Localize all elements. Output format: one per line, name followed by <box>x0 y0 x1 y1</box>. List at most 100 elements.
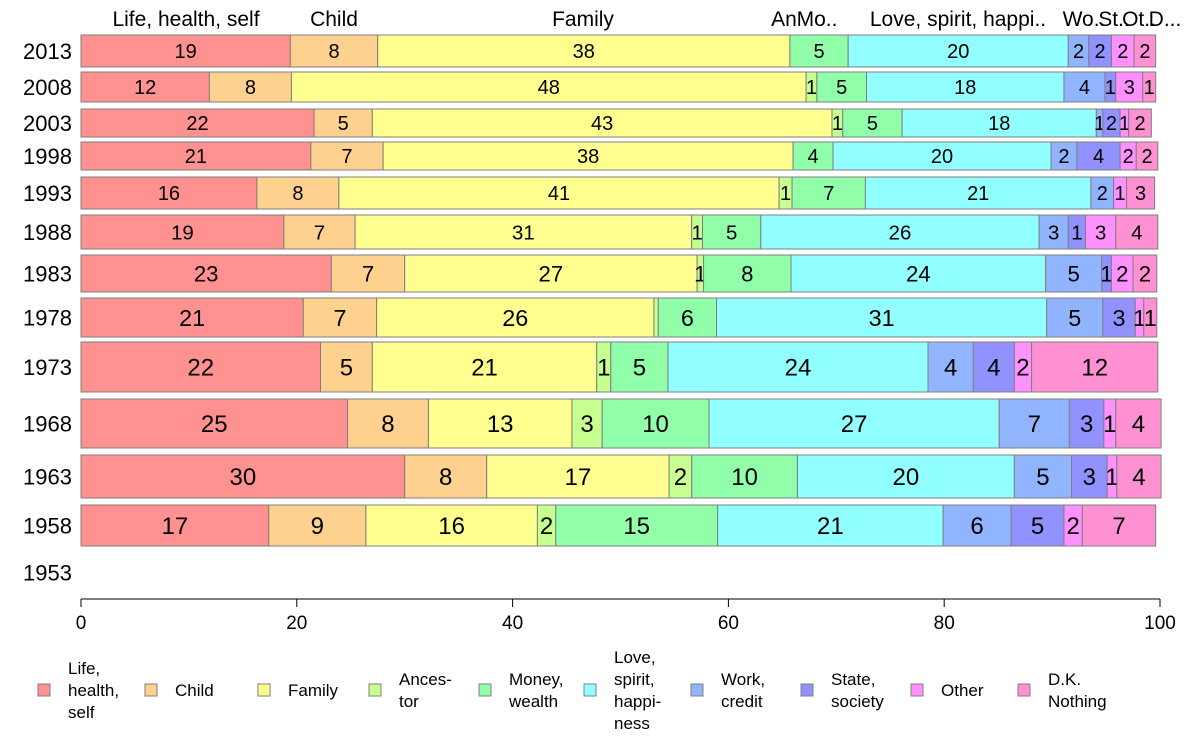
data-label: 38 <box>573 41 595 63</box>
data-label: 27 <box>539 261 564 286</box>
top-category-label: D... <box>1149 8 1182 31</box>
data-label: 9 <box>311 513 324 540</box>
year-label: 2003 <box>23 111 72 136</box>
legend-label: Other <box>941 681 984 700</box>
data-label: 8 <box>381 411 394 438</box>
data-label: 7 <box>333 305 346 331</box>
data-label: 20 <box>893 464 920 491</box>
bar-segment <box>571 398 603 449</box>
data-label: 5 <box>867 113 878 135</box>
bar-segment <box>80 504 270 547</box>
data-label: 15 <box>623 513 650 540</box>
top-category-label: Life, health, self <box>112 8 259 31</box>
legend-label: Money, wealth <box>508 670 564 711</box>
data-label: 4 <box>1132 411 1145 438</box>
legend-swatch <box>690 683 704 697</box>
x-tick-label: 40 <box>502 613 523 634</box>
bar-segment <box>708 398 1000 449</box>
data-label: 3 <box>580 411 593 438</box>
data-label: 1 <box>597 355 610 382</box>
bar-segment <box>80 398 349 449</box>
data-label: 2 <box>1097 183 1108 205</box>
legend-label: Love, spirit, happi-ness <box>614 648 661 733</box>
bar-segment <box>208 71 292 103</box>
bar-segment <box>404 254 698 293</box>
bar-segment <box>313 108 373 138</box>
data-label: 3 <box>1083 464 1096 491</box>
bar-segment <box>1128 108 1152 138</box>
data-label: 1 <box>780 183 791 205</box>
x-tick-label: 60 <box>718 613 739 634</box>
data-label: 2 <box>1141 146 1152 168</box>
data-label: 18 <box>988 113 1010 135</box>
bar-segment <box>1142 71 1157 103</box>
data-label: 25 <box>201 411 228 438</box>
data-label: 1 <box>1133 305 1146 331</box>
bar-segment <box>289 34 379 68</box>
bar-segment <box>338 176 780 210</box>
year-label: 1958 <box>23 514 72 539</box>
data-label: 21 <box>179 305 205 331</box>
year-label: 1973 <box>23 355 72 380</box>
data-label: 13 <box>487 411 514 438</box>
data-label: 22 <box>186 113 208 135</box>
data-label: 21 <box>185 146 207 168</box>
bar-segment <box>703 254 792 293</box>
data-label: 6 <box>970 513 983 540</box>
data-label: 5 <box>726 222 737 244</box>
data-label: 1 <box>1119 113 1130 135</box>
bar-segment <box>80 108 315 138</box>
data-label: 1 <box>1094 113 1105 135</box>
data-label: 2 <box>1095 41 1106 63</box>
data-label: 4 <box>1093 146 1104 168</box>
data-label: 22 <box>187 355 214 382</box>
bar-segment <box>320 341 373 393</box>
data-label: 7 <box>823 183 834 205</box>
data-label: 4 <box>987 355 1000 382</box>
year-label: 1978 <box>23 306 72 331</box>
data-label: 1 <box>1100 261 1112 286</box>
bar-segment <box>256 176 340 210</box>
data-label: 38 <box>577 146 599 168</box>
data-label: 31 <box>869 305 895 331</box>
bar-segment <box>1132 254 1158 293</box>
data-label: 23 <box>194 261 219 286</box>
bar-segment <box>1143 297 1158 338</box>
bar-segment <box>998 398 1070 449</box>
data-label: 4 <box>1079 77 1090 99</box>
bar-segment <box>80 454 406 499</box>
data-label: 5 <box>340 355 353 382</box>
data-label: 2 <box>540 513 553 540</box>
data-label: 5 <box>1068 261 1080 286</box>
data-label: 2 <box>1123 146 1134 168</box>
bar-segment <box>1116 454 1162 499</box>
year-label: 1968 <box>23 412 72 437</box>
data-label: 16 <box>438 513 465 540</box>
bar-segment <box>1013 454 1073 499</box>
bar-segment <box>347 398 429 449</box>
legend-label: State, society <box>831 670 884 711</box>
data-label: 1 <box>1103 411 1116 438</box>
bar-segment <box>268 504 367 547</box>
year-label: 1998 <box>23 144 72 169</box>
bar-segment <box>601 398 710 449</box>
year-label: 1963 <box>23 465 72 490</box>
bar-segment <box>702 214 762 250</box>
data-label: 41 <box>548 183 570 205</box>
year-label: 1993 <box>23 181 72 206</box>
data-label: 1 <box>1105 464 1118 491</box>
top-category-label: Ot.. <box>1122 8 1156 31</box>
data-label: 31 <box>512 222 535 244</box>
data-label: 1 <box>691 222 702 244</box>
bar-segment <box>365 504 538 547</box>
data-label: 7 <box>1112 513 1125 540</box>
data-label: 1 <box>1144 305 1157 331</box>
bar-segment <box>1115 214 1159 250</box>
data-label: 1 <box>1115 183 1126 205</box>
data-label: 6 <box>681 305 694 331</box>
bar-segment <box>1071 454 1108 499</box>
bar-segment <box>790 254 1047 293</box>
data-label: 27 <box>841 411 868 438</box>
data-label: 24 <box>785 355 812 382</box>
